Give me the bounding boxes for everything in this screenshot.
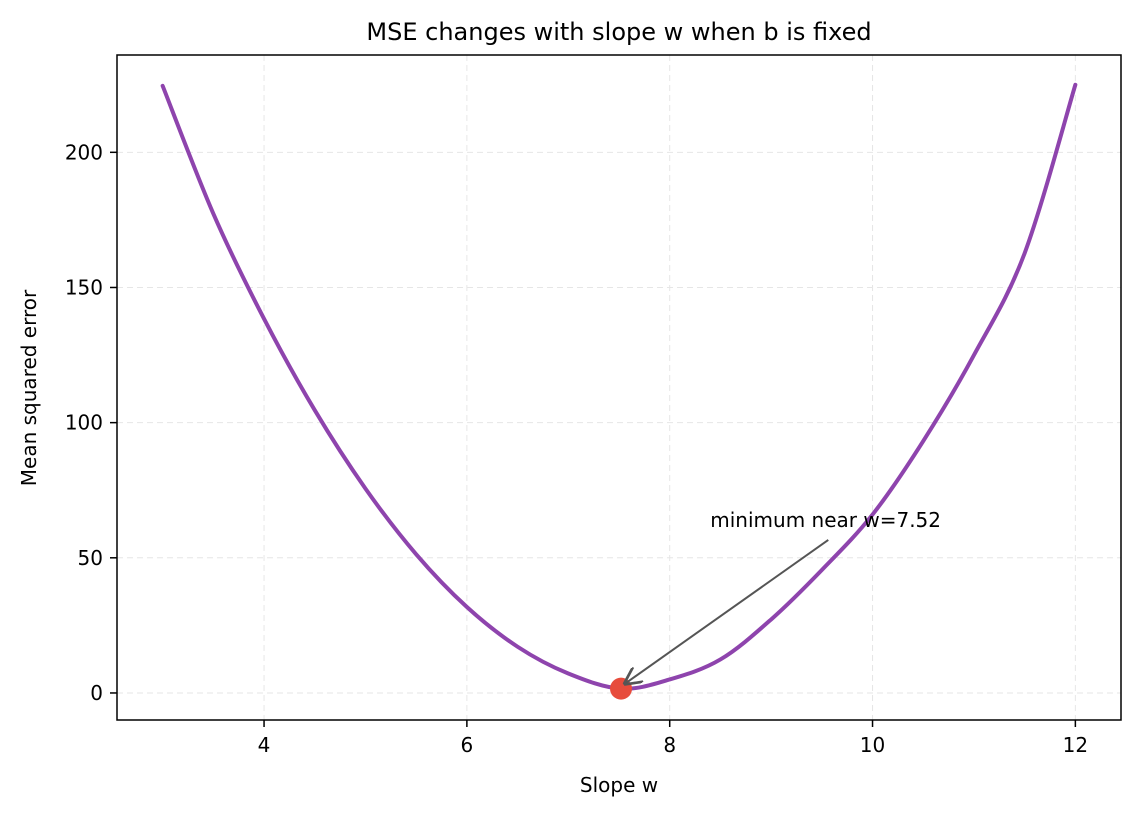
x-axis-label: Slope w (580, 773, 658, 797)
series-line (160, 82, 1078, 691)
x-tick-label: 8 (663, 733, 676, 757)
grid (117, 55, 1121, 720)
y-tick-label: 100 (65, 411, 103, 435)
y-tick-label: 0 (90, 681, 103, 705)
annotation-text: minimum near w=7.52 (710, 508, 941, 532)
y-axis-label: Mean squared error (17, 289, 41, 486)
x-tick-label: 6 (461, 733, 474, 757)
series (160, 82, 1078, 700)
axes: 4 6 8 10 12 0 50 100 150 200 (65, 54, 1122, 757)
x-tick-label: 4 (258, 733, 271, 757)
y-tick-label: 150 (65, 275, 103, 299)
annotation-arrow (625, 539, 829, 684)
x-tick-label: 10 (860, 733, 885, 757)
y-tick-label: 200 (65, 140, 103, 164)
plot-frame (116, 54, 1122, 721)
annotations: minimum near w=7.52 (625, 508, 941, 684)
x-tick-label: 12 (1063, 733, 1088, 757)
y-tick-label: 50 (78, 546, 103, 570)
chart-title: MSE changes with slope w when b is fixed (366, 18, 871, 46)
